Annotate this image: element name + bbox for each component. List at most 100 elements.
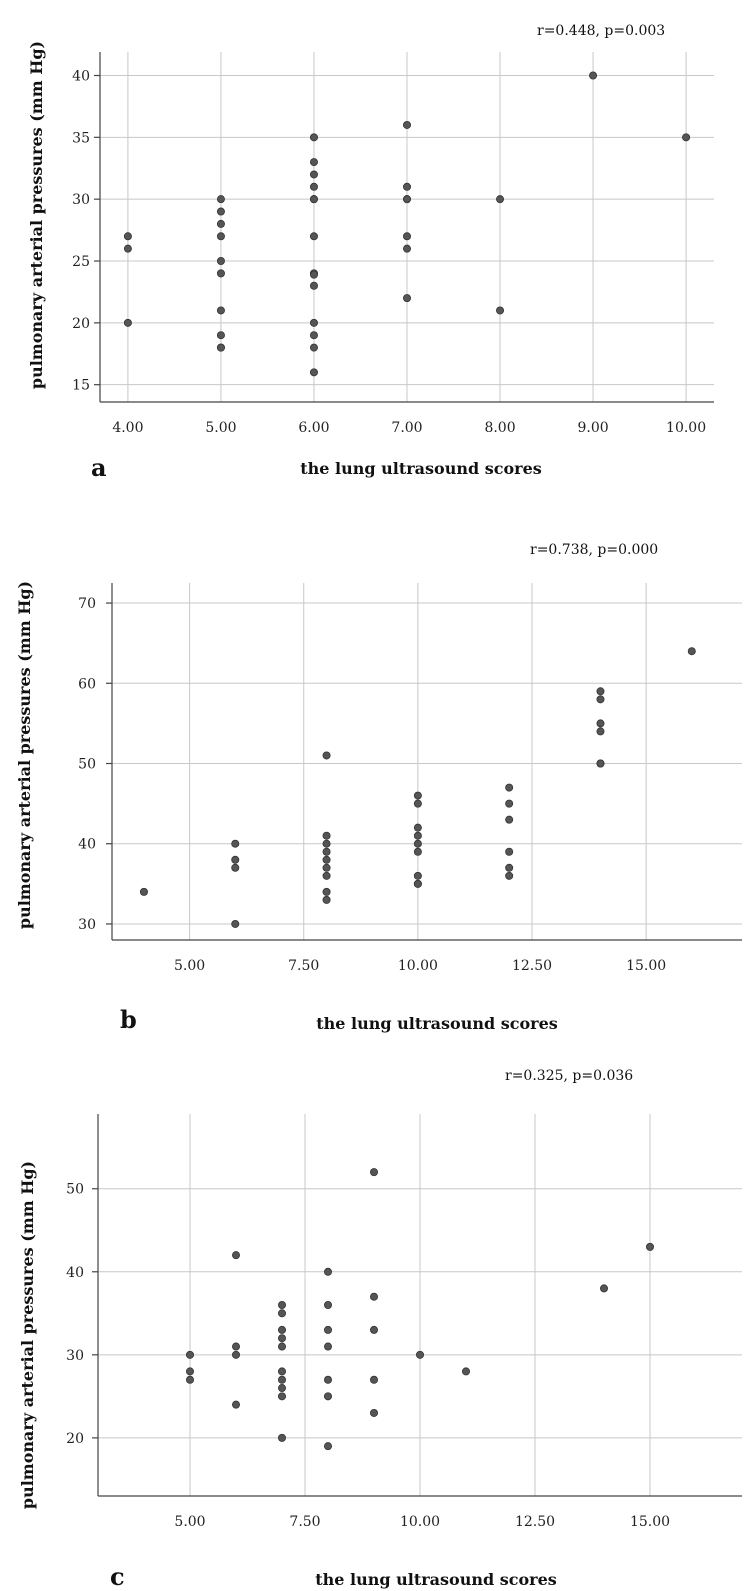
data-point-a (402, 182, 411, 191)
x-axis-label-b: the lung ultrasound scores (316, 1014, 558, 1033)
data-point-c (369, 1375, 378, 1384)
annotation-a: r=0.448, p=0.003 (537, 23, 665, 39)
data-point-b (322, 895, 331, 904)
y-tick-label-a: 30 (72, 192, 90, 208)
data-point-a (216, 195, 225, 204)
points-b (139, 647, 696, 928)
data-point-c (231, 1400, 240, 1409)
data-point-a (309, 170, 318, 179)
data-point-b (505, 863, 514, 872)
data-point-b (687, 647, 696, 656)
annotation-b: r=0.738, p=0.000 (530, 542, 658, 558)
data-point-a (309, 343, 318, 352)
data-point-b (413, 791, 422, 800)
x-tick-label-b: 12.50 (512, 958, 552, 974)
data-point-c (323, 1375, 332, 1384)
data-point-a (123, 232, 132, 241)
data-point-a (309, 232, 318, 241)
x-tick-label-b: 7.50 (288, 958, 319, 974)
y-axis-label-a: pulmonary arterial pressures (mm Hg) (27, 41, 46, 389)
data-point-b (596, 727, 605, 736)
data-point-b (231, 863, 240, 872)
x-tick-label-a: 9.00 (577, 420, 608, 436)
data-point-a (589, 71, 598, 80)
y-tick-label-a: 40 (72, 68, 90, 84)
y-tick-label-b: 40 (78, 837, 96, 853)
data-point-a (402, 244, 411, 253)
x-tick-label-b: 10.00 (398, 958, 438, 974)
data-point-c (323, 1300, 332, 1309)
data-point-c (415, 1350, 424, 1359)
data-point-b (505, 847, 514, 856)
data-point-a (216, 219, 225, 228)
data-point-a (309, 368, 318, 377)
data-point-b (505, 799, 514, 808)
panel-label-b: b (120, 1005, 137, 1034)
data-point-b (413, 871, 422, 880)
data-point-b (231, 855, 240, 864)
data-point-c (277, 1367, 286, 1376)
x-tick-label-c: 10.00 (400, 1514, 440, 1530)
points-a (123, 71, 691, 377)
y-tick-label-a: 15 (72, 378, 90, 394)
data-point-c (369, 1325, 378, 1334)
data-point-b (231, 919, 240, 928)
data-point-c (185, 1375, 194, 1384)
data-point-b (413, 847, 422, 856)
data-point-b (322, 751, 331, 760)
data-point-a (496, 306, 505, 315)
data-point-a (309, 133, 318, 142)
x-tick-label-c: 7.50 (289, 1514, 320, 1530)
scatter-plot-a: 4.00 5.00 6.00 7.00 8.00 9.00 10.00 15 20 25 30 35 4… (27, 23, 714, 482)
data-point-b (322, 871, 331, 880)
data-point-c (369, 1168, 378, 1177)
x-axis-label-c: the lung ultrasound scores (315, 1570, 557, 1589)
y-tick-label-a: 20 (72, 316, 90, 332)
data-point-b (596, 687, 605, 696)
y-tick-label-c: 40 (66, 1265, 84, 1281)
scatter-plot-c: 5.00 7.50 10.00 12.50 15.00 20 30 40 50 r=0.325,… (18, 1068, 742, 1591)
data-point-c (277, 1325, 286, 1334)
data-point-c (369, 1292, 378, 1301)
data-point-c (231, 1251, 240, 1260)
data-point-c (277, 1342, 286, 1351)
data-point-c (323, 1342, 332, 1351)
x-tick-label-c: 5.00 (174, 1514, 205, 1530)
axes-b (106, 583, 742, 941)
panel-label-a: a (91, 453, 107, 482)
data-point-c (323, 1325, 332, 1334)
x-tick-label-a: 8.00 (484, 420, 515, 436)
x-tick-label-b: 5.00 (174, 958, 205, 974)
x-tick-label-a: 4.00 (112, 420, 143, 436)
y-axis-label-b: pulmonary arterial pressures (mm Hg) (15, 581, 34, 929)
data-point-b (413, 823, 422, 832)
data-point-a (402, 294, 411, 303)
y-axis-label-c: pulmonary arterial pressures (mm Hg) (18, 1161, 37, 1509)
data-point-a (402, 120, 411, 129)
data-point-a (309, 195, 318, 204)
y-tick-label-b: 60 (78, 676, 96, 692)
data-point-a (309, 281, 318, 290)
data-point-c (231, 1342, 240, 1351)
y-tick-label-b: 50 (78, 757, 96, 773)
data-point-b (322, 847, 331, 856)
scatter-plot-b: 5.00 7.50 10.00 12.50 15.00 30 40 50 60 70 r=0.73… (15, 542, 742, 1034)
grid-c (98, 1114, 742, 1496)
data-point-c (231, 1350, 240, 1359)
axes-a (94, 52, 714, 403)
data-point-a (496, 195, 505, 204)
data-point-b (505, 815, 514, 824)
points-c (185, 1168, 655, 1451)
data-point-a (216, 232, 225, 241)
x-tick-label-c: 15.00 (630, 1514, 670, 1530)
annotation-c: r=0.325, p=0.036 (505, 1068, 633, 1084)
data-point-a (216, 306, 225, 315)
data-point-b (413, 879, 422, 888)
data-point-a (216, 257, 225, 266)
data-point-a (216, 331, 225, 340)
data-point-a (309, 158, 318, 167)
y-tick-label-b: 70 (78, 596, 96, 612)
data-point-a (402, 195, 411, 204)
data-point-c (323, 1442, 332, 1451)
y-tick-label-c: 50 (66, 1182, 84, 1198)
